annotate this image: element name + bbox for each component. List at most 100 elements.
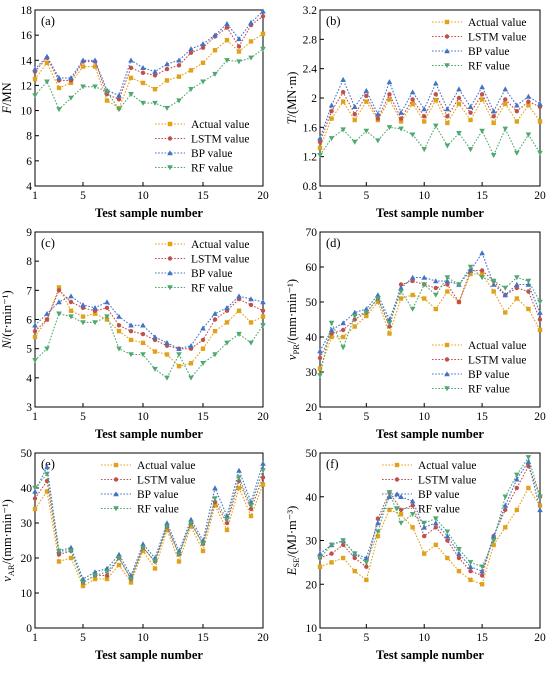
legend-marker	[444, 371, 450, 377]
data-point	[456, 299, 462, 305]
data-point	[164, 527, 170, 533]
data-point	[260, 482, 266, 487]
y-axis-label: vAR/(mm·min⁻¹)	[0, 499, 16, 582]
data-point	[514, 281, 520, 287]
data-point	[56, 548, 62, 554]
legend: Actual value LSTM value BP value RF value	[101, 460, 195, 516]
data-point	[363, 310, 370, 316]
x-tick-label: 1	[317, 411, 323, 423]
data-point	[56, 552, 62, 557]
data-point	[375, 296, 381, 302]
data-point	[116, 323, 122, 328]
y-tick-label: 60	[306, 262, 318, 274]
data-point	[200, 325, 206, 331]
data-point	[104, 576, 110, 582]
data-point	[444, 533, 451, 539]
y-tick-label: 3.2	[303, 5, 318, 17]
data-point	[164, 520, 170, 526]
data-point	[236, 485, 242, 491]
data-point	[260, 460, 266, 466]
y-tick-label: 4	[26, 181, 32, 193]
data-point	[386, 125, 393, 131]
data-point	[340, 555, 346, 561]
data-point	[445, 120, 450, 126]
legend-label: RF value	[191, 163, 233, 175]
y-tick-label: 1.2	[303, 152, 318, 164]
data-point	[433, 285, 438, 291]
data-point	[386, 79, 393, 85]
data-point	[514, 150, 520, 156]
data-point	[502, 494, 509, 500]
data-point	[140, 322, 146, 328]
data-point	[526, 289, 531, 294]
x-tick-label: 15	[476, 632, 488, 644]
data-point	[479, 582, 485, 587]
data-point	[433, 306, 438, 312]
data-point	[224, 58, 230, 64]
series-line	[34, 470, 264, 584]
data-point	[444, 143, 451, 149]
y-tick-label: 9	[26, 227, 32, 239]
data-point	[80, 580, 86, 586]
data-point	[116, 92, 122, 98]
data-point	[152, 68, 158, 74]
y-tick-label: 50	[21, 448, 33, 460]
data-point	[188, 361, 194, 366]
data-point	[490, 538, 497, 544]
legend-label: RF value	[468, 384, 510, 396]
data-point	[340, 345, 346, 351]
data-point	[433, 525, 438, 530]
data-point	[421, 524, 428, 530]
data-point	[386, 320, 393, 326]
data-point	[421, 106, 428, 112]
data-point	[328, 542, 335, 548]
legend-label: RF value	[191, 283, 233, 295]
legend-marker	[113, 462, 119, 468]
data-point	[68, 548, 74, 554]
data-point	[375, 299, 381, 305]
data-point	[387, 331, 392, 336]
data-point	[164, 105, 170, 111]
data-point	[236, 49, 242, 54]
legend-marker	[167, 241, 173, 247]
data-point	[525, 281, 532, 287]
data-point	[200, 346, 206, 351]
data-point	[92, 84, 98, 90]
data-point	[386, 316, 393, 322]
data-point	[456, 555, 462, 561]
series-line	[319, 266, 541, 376]
data-point	[410, 97, 415, 102]
data-point	[260, 8, 266, 14]
data-point	[421, 274, 428, 280]
data-point	[80, 84, 86, 90]
y-tick-label: 1.6	[303, 122, 318, 134]
data-point	[525, 278, 532, 284]
x-tick-label: 1	[32, 190, 38, 202]
data-point	[200, 548, 206, 554]
legend-marker	[167, 121, 173, 127]
data-point	[116, 97, 122, 102]
data-point	[164, 66, 170, 72]
legend-marker	[167, 270, 173, 276]
data-point	[387, 324, 392, 329]
y-tick-label: 30	[306, 367, 318, 379]
data-point	[224, 340, 230, 346]
series-line	[34, 286, 264, 367]
data-point	[104, 89, 110, 95]
data-point	[410, 101, 415, 107]
data-point	[260, 14, 266, 19]
data-point	[116, 328, 122, 334]
data-point	[456, 550, 462, 556]
data-point	[128, 75, 134, 81]
data-point	[468, 110, 473, 115]
data-point	[503, 310, 508, 315]
legend-label: RF value	[137, 504, 179, 516]
data-point	[317, 550, 323, 556]
data-point	[188, 375, 194, 381]
data-point	[32, 358, 38, 364]
data-point	[104, 569, 110, 575]
data-point	[340, 76, 346, 82]
data-point	[351, 104, 358, 109]
data-point	[224, 520, 230, 526]
data-point	[188, 520, 194, 526]
